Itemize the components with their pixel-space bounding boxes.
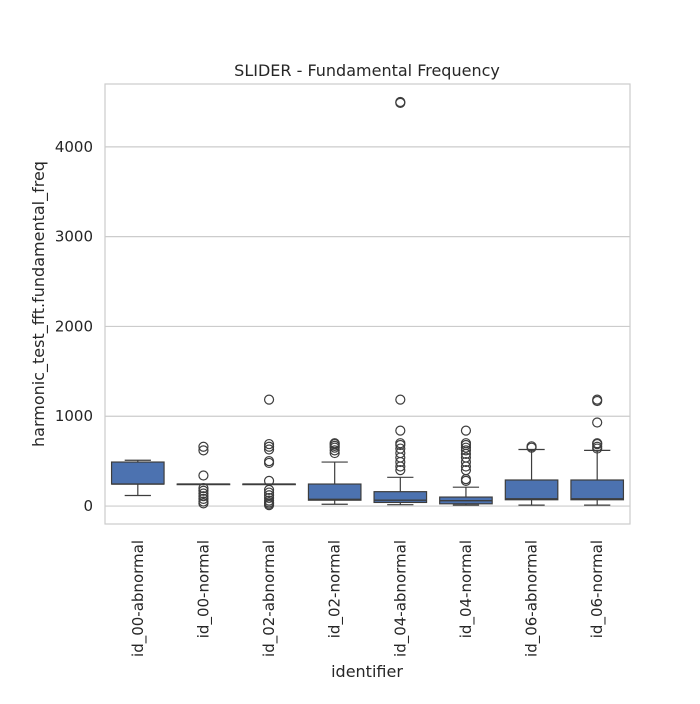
outlier-point <box>460 465 472 476</box>
outlier-point <box>329 445 340 456</box>
y-tick-label: 4000 <box>55 138 93 156</box>
outlier-point <box>460 445 472 456</box>
outlier-point <box>198 491 209 502</box>
box-group <box>504 441 559 506</box>
box-group <box>110 459 165 497</box>
chart-title: SLIDER - Fundamental Frequency <box>234 61 500 80</box>
y-tick-label: 0 <box>83 497 93 515</box>
outlier-point <box>263 492 275 504</box>
outlier-point <box>198 488 209 499</box>
outlier-point <box>263 490 275 501</box>
outlier-point <box>592 441 603 452</box>
outlier-point <box>198 496 209 507</box>
outlier-point <box>592 394 603 405</box>
outlier-point <box>198 445 209 456</box>
outlier-point <box>263 441 275 452</box>
outlier-point <box>198 493 209 504</box>
axis-layer: 0 1000 2000 3000 4000 id_00-abnormal id_00-nor… <box>55 138 607 657</box>
outlier-point <box>198 441 209 452</box>
outlier-point <box>460 442 472 453</box>
box-group <box>570 394 625 506</box>
outlier-point <box>460 456 472 468</box>
box-group <box>373 96 428 506</box>
outlier-point <box>263 394 275 405</box>
outlier-point <box>592 417 603 428</box>
outlier-point <box>395 425 406 436</box>
outlier-point <box>460 438 472 449</box>
outlier-point <box>198 470 209 481</box>
box-iqr <box>570 479 625 501</box>
outlier-point <box>395 394 406 405</box>
outlier-point <box>526 441 537 452</box>
box-iqr <box>307 483 362 501</box>
box-layer <box>110 96 625 511</box>
outlier-point <box>395 443 406 454</box>
outlier-point <box>395 447 406 459</box>
box-iqr <box>504 479 559 501</box>
x-tick-label: id_04-normal <box>457 540 476 638</box>
outlier-point <box>460 425 472 436</box>
plot-frame <box>104 83 631 525</box>
box-iqr <box>110 461 165 485</box>
x-tick-label: id_00-abnormal <box>129 540 148 657</box>
x-tick-label: id_04-abnormal <box>391 540 410 657</box>
outlier-point <box>592 438 603 449</box>
box-group <box>242 394 296 511</box>
x-tick-label: id_00-normal <box>194 540 213 638</box>
outlier-point <box>395 465 406 476</box>
outlier-point <box>263 475 275 486</box>
x-tick-label: id_06-normal <box>588 540 607 638</box>
grid-layer <box>105 146 630 507</box>
box-group <box>176 441 231 509</box>
y-tick-label: 2000 <box>55 317 93 335</box>
outlier-point <box>395 96 406 108</box>
x-tick-label: id_02-abnormal <box>260 540 279 657</box>
outlier-point <box>263 444 275 455</box>
x-tick-label: id_06-abnormal <box>523 540 542 657</box>
y-axis-label: harmonic_test_fft.fundamental_freq <box>29 161 49 447</box>
outlier-point <box>263 456 275 467</box>
outlier-point <box>395 438 406 449</box>
outlier-point <box>198 482 209 494</box>
box-group <box>307 438 362 505</box>
box-iqr <box>373 491 428 504</box>
outlier-point <box>460 452 472 463</box>
y-tick-label: 1000 <box>55 407 93 425</box>
box-group <box>439 425 493 506</box>
outlier-point <box>198 485 209 496</box>
outlier-point <box>263 495 275 506</box>
x-tick-label: id_02-normal <box>326 540 345 638</box>
x-axis-label: identifier <box>331 662 403 681</box>
y-tick-label: 3000 <box>55 228 93 246</box>
outlier-point <box>263 487 275 498</box>
outlier-point <box>329 438 340 449</box>
outlier-point <box>263 438 275 450</box>
